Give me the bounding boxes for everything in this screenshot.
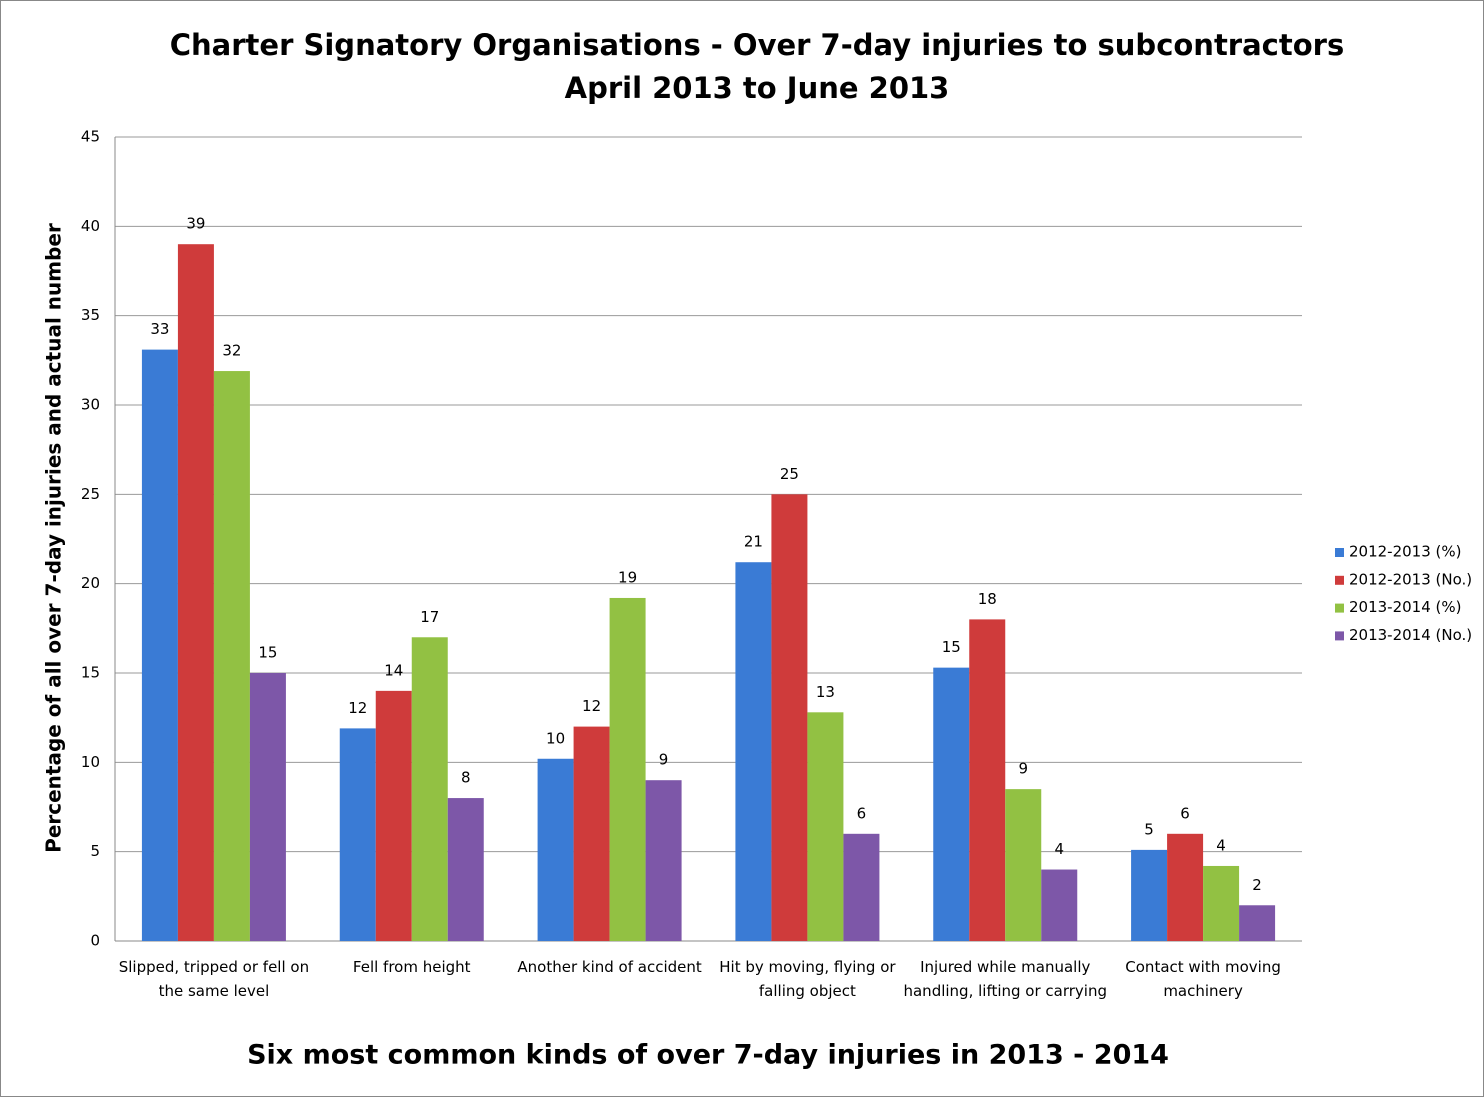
y-tick-label: 15 bbox=[81, 664, 100, 682]
y-tick-label: 5 bbox=[90, 842, 100, 860]
bar bbox=[573, 726, 610, 941]
data-label: 4 bbox=[1054, 840, 1064, 858]
x-tick-label-box: Fell from height bbox=[352, 958, 471, 976]
bar bbox=[735, 562, 772, 941]
data-label: 4 bbox=[1216, 836, 1226, 854]
data-label: 5 bbox=[1144, 820, 1154, 838]
bar bbox=[177, 244, 214, 941]
y-tick-label: 20 bbox=[81, 574, 100, 592]
x-tick-label: Contact with moving machinery bbox=[1125, 958, 1281, 1000]
x-tick-label-box: Slipped, tripped or fell on the same lev… bbox=[118, 958, 310, 1000]
x-tick-label-box: Injured while manually handling, lifting… bbox=[903, 958, 1108, 1000]
legend-label: 2013-2014 (%) bbox=[1349, 598, 1462, 616]
bar bbox=[1041, 869, 1078, 941]
chart-subtitle: April 2013 to June 2013 bbox=[565, 71, 950, 105]
data-label: 32 bbox=[222, 342, 241, 360]
bar bbox=[933, 667, 970, 941]
bar bbox=[411, 637, 448, 941]
data-label: 2 bbox=[1252, 876, 1262, 894]
bar bbox=[1167, 833, 1204, 941]
bar bbox=[1239, 905, 1276, 941]
data-label: 10 bbox=[546, 729, 565, 747]
data-label: 12 bbox=[582, 697, 601, 715]
bar bbox=[969, 619, 1006, 941]
y-axis-title: Percentage of all over 7-day injuries an… bbox=[42, 223, 66, 853]
data-label: 33 bbox=[150, 320, 169, 338]
y-tick-label: 25 bbox=[81, 485, 100, 503]
bar bbox=[213, 371, 250, 941]
data-label: 14 bbox=[384, 661, 403, 679]
bar bbox=[339, 728, 376, 941]
y-tick-label: 45 bbox=[81, 128, 100, 146]
legend-swatch bbox=[1335, 548, 1344, 557]
data-label: 9 bbox=[659, 751, 669, 769]
legend-swatch bbox=[1335, 575, 1344, 585]
data-label: 19 bbox=[618, 568, 637, 586]
data-label: 15 bbox=[258, 644, 277, 662]
data-label: 39 bbox=[186, 215, 205, 233]
y-tick-label: 10 bbox=[81, 753, 100, 771]
data-label: 17 bbox=[420, 608, 439, 626]
bar bbox=[771, 494, 808, 941]
x-axis-title: Six most common kinds of over 7-day inju… bbox=[247, 1040, 1169, 1071]
x-tick-label: Injured while manually handling, lifting… bbox=[903, 958, 1108, 1000]
bar bbox=[609, 597, 646, 941]
data-label: 21 bbox=[744, 533, 763, 551]
x-tick-label-box: Another kind of accident bbox=[517, 958, 702, 976]
data-label: 8 bbox=[461, 769, 471, 787]
bar bbox=[645, 780, 682, 941]
bar bbox=[141, 349, 178, 941]
x-tick-label: Fell from height bbox=[352, 958, 471, 976]
bar bbox=[1005, 789, 1042, 941]
data-label: 25 bbox=[780, 465, 799, 483]
data-label: 18 bbox=[978, 590, 997, 608]
legend-swatch bbox=[1335, 603, 1344, 613]
data-label: 13 bbox=[816, 683, 835, 701]
data-label: 12 bbox=[348, 699, 367, 717]
y-tick-label: 40 bbox=[81, 217, 100, 235]
bar bbox=[1131, 849, 1168, 941]
chart-title: Charter Signatory Organisations - Over 7… bbox=[170, 28, 1344, 62]
bar bbox=[447, 798, 484, 941]
y-tick-label: 0 bbox=[90, 932, 100, 950]
data-label: 6 bbox=[857, 804, 867, 822]
x-tick-label: Slipped, tripped or fell on the same lev… bbox=[118, 958, 310, 1000]
bar bbox=[807, 712, 844, 941]
y-tick-label: 35 bbox=[81, 306, 100, 324]
bar bbox=[843, 833, 880, 941]
legend-label: 2012-2013 (%) bbox=[1349, 543, 1462, 561]
x-tick-label: Hit by moving, flying or falling object bbox=[719, 958, 896, 1000]
bar bbox=[1203, 865, 1240, 941]
y-tick-label: 30 bbox=[81, 396, 100, 414]
bar bbox=[249, 673, 286, 941]
legend-label: 2013-2014 (No.) bbox=[1349, 626, 1472, 644]
legend-swatch bbox=[1335, 631, 1344, 641]
bar bbox=[537, 758, 574, 941]
legend-label: 2012-2013 (No.) bbox=[1349, 570, 1472, 588]
bar bbox=[375, 690, 412, 941]
x-tick-label-box: Hit by moving, flying or falling object bbox=[719, 958, 896, 1000]
x-tick-label-box: Contact with moving machinery bbox=[1125, 958, 1281, 1000]
data-label: 9 bbox=[1018, 760, 1028, 778]
data-label: 15 bbox=[942, 638, 961, 656]
x-tick-label: Another kind of accident bbox=[517, 958, 702, 976]
data-label: 6 bbox=[1180, 804, 1190, 822]
